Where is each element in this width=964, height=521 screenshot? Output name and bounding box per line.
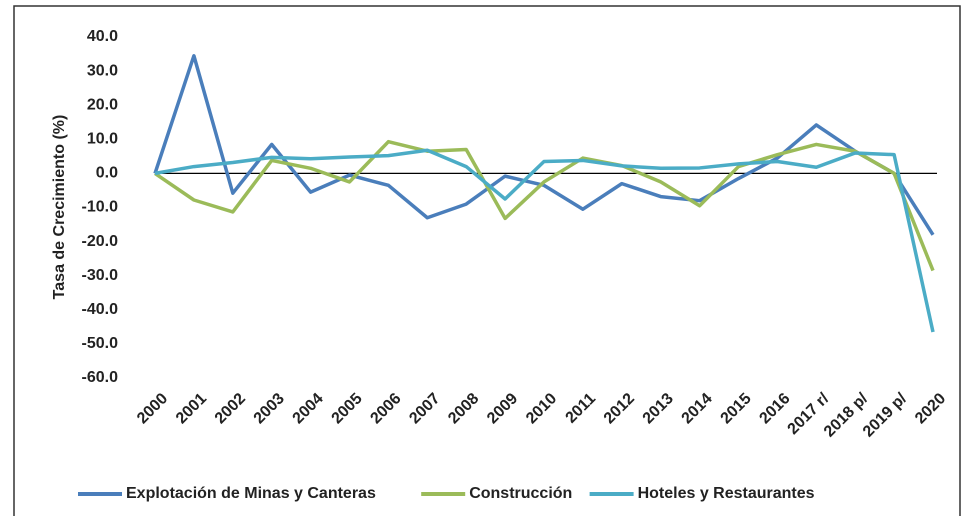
x-tick-label: 2015 (717, 390, 754, 427)
x-tick-label: 2000 (134, 390, 171, 427)
chart-frame (13, 5, 961, 521)
y-tick-label: 20.0 (87, 96, 118, 113)
x-tick-label: 2014 (679, 390, 716, 427)
y-tick-label: 30.0 (87, 62, 118, 79)
legend-label: Hoteles y Restaurantes (638, 485, 815, 502)
y-tick-label: -30.0 (82, 267, 119, 284)
x-tick-label: 2006 (367, 390, 404, 427)
x-tick-label: 2005 (328, 390, 365, 427)
series-line (153, 54, 935, 236)
series-line (154, 148, 935, 333)
x-tick-label: 2003 (251, 390, 288, 427)
x-tick-label: 2001 (173, 390, 210, 427)
y-tick-label: -50.0 (82, 335, 119, 352)
y-tick-label: 40.0 (87, 28, 118, 45)
x-tick-label: 2007 (406, 390, 443, 427)
x-tick-label: 2020 (912, 390, 949, 427)
y-tick-label: 10.0 (87, 131, 118, 148)
x-tick-label: 2013 (640, 390, 677, 427)
x-tick-label: 2011 (563, 390, 600, 427)
series-line (154, 139, 935, 272)
x-tick-label: 2010 (523, 390, 560, 427)
y-tick-label: -20.0 (82, 233, 119, 250)
x-tick-label: 2012 (601, 390, 638, 427)
y-tick-label: 0.0 (96, 165, 118, 182)
x-tick-label: 2008 (445, 390, 482, 427)
y-tick-label: -40.0 (82, 301, 119, 318)
legend-label: Construcción (469, 485, 572, 502)
y-tick-label: -60.0 (82, 369, 119, 386)
x-tick-label: 2019 p/ (860, 390, 911, 441)
x-tick-label: 2004 (290, 390, 327, 427)
y-tick-label: -10.0 (82, 199, 119, 216)
x-tick-label: 2002 (212, 390, 249, 427)
legend-label: Explotación de Minas y Canteras (126, 485, 376, 502)
x-tick-label: 2009 (484, 390, 521, 427)
y-axis-label: Tasa de Crecimiento (%) (51, 115, 68, 300)
